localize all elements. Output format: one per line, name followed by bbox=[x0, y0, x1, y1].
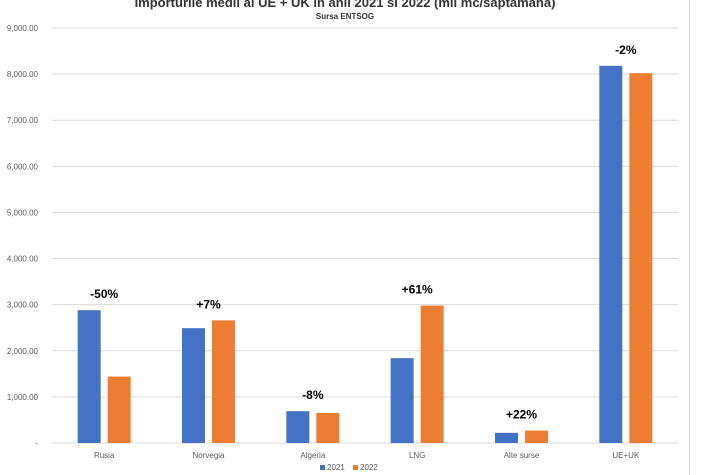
legend-swatch bbox=[320, 465, 325, 470]
bar-2022 bbox=[525, 430, 548, 443]
chart-subtitle: Sursa ENTSOG bbox=[315, 12, 375, 21]
change-annotation: -2% bbox=[615, 43, 637, 57]
bar-2022 bbox=[316, 413, 340, 443]
y-tick-label: 1,000.00 bbox=[7, 393, 39, 402]
chart-title: Importurile medii al UE + UK in anii 202… bbox=[134, 0, 556, 10]
y-tick-label: 4,000.00 bbox=[7, 255, 39, 264]
change-annotation: -8% bbox=[302, 388, 324, 402]
chart-border bbox=[689, 0, 690, 475]
bar-2021 bbox=[495, 432, 518, 443]
bar-2022 bbox=[629, 73, 653, 443]
y-tick-label: 5,000.00 bbox=[7, 208, 39, 217]
x-tick-label: Alte surse bbox=[504, 451, 540, 460]
bar-2022 bbox=[212, 320, 235, 443]
x-tick-label: LNG bbox=[409, 451, 425, 460]
y-tick-label: 7,000.00 bbox=[7, 116, 39, 125]
bar-2022 bbox=[107, 376, 131, 443]
legend-label: 2022 bbox=[360, 463, 378, 472]
x-tick-label: Norvegia bbox=[192, 451, 225, 460]
bar-2021 bbox=[390, 358, 414, 443]
y-tick-label: 9,000.00 bbox=[7, 24, 39, 33]
y-tick-label: - bbox=[35, 439, 38, 448]
bar-2022 bbox=[420, 305, 444, 443]
bar-2021 bbox=[286, 411, 310, 443]
legend-label: 2021 bbox=[327, 463, 345, 472]
x-tick-label: UE+UK bbox=[612, 451, 640, 460]
change-annotation: -50% bbox=[90, 287, 118, 301]
y-tick-label: 3,000.00 bbox=[7, 301, 39, 310]
x-tick-label: Algeria bbox=[300, 451, 325, 460]
change-annotation: +7% bbox=[196, 297, 221, 311]
bar-2021 bbox=[599, 65, 623, 444]
bar-2021 bbox=[77, 310, 101, 443]
x-tick-label: Rusia bbox=[94, 451, 115, 460]
y-tick-label: 2,000.00 bbox=[7, 347, 39, 356]
change-annotation: +61% bbox=[402, 283, 433, 297]
change-annotation: +22% bbox=[506, 408, 537, 422]
y-tick-label: 8,000.00 bbox=[7, 70, 39, 79]
legend-swatch bbox=[353, 465, 358, 470]
y-tick-label: 6,000.00 bbox=[7, 162, 39, 171]
bar-2021 bbox=[182, 328, 205, 443]
